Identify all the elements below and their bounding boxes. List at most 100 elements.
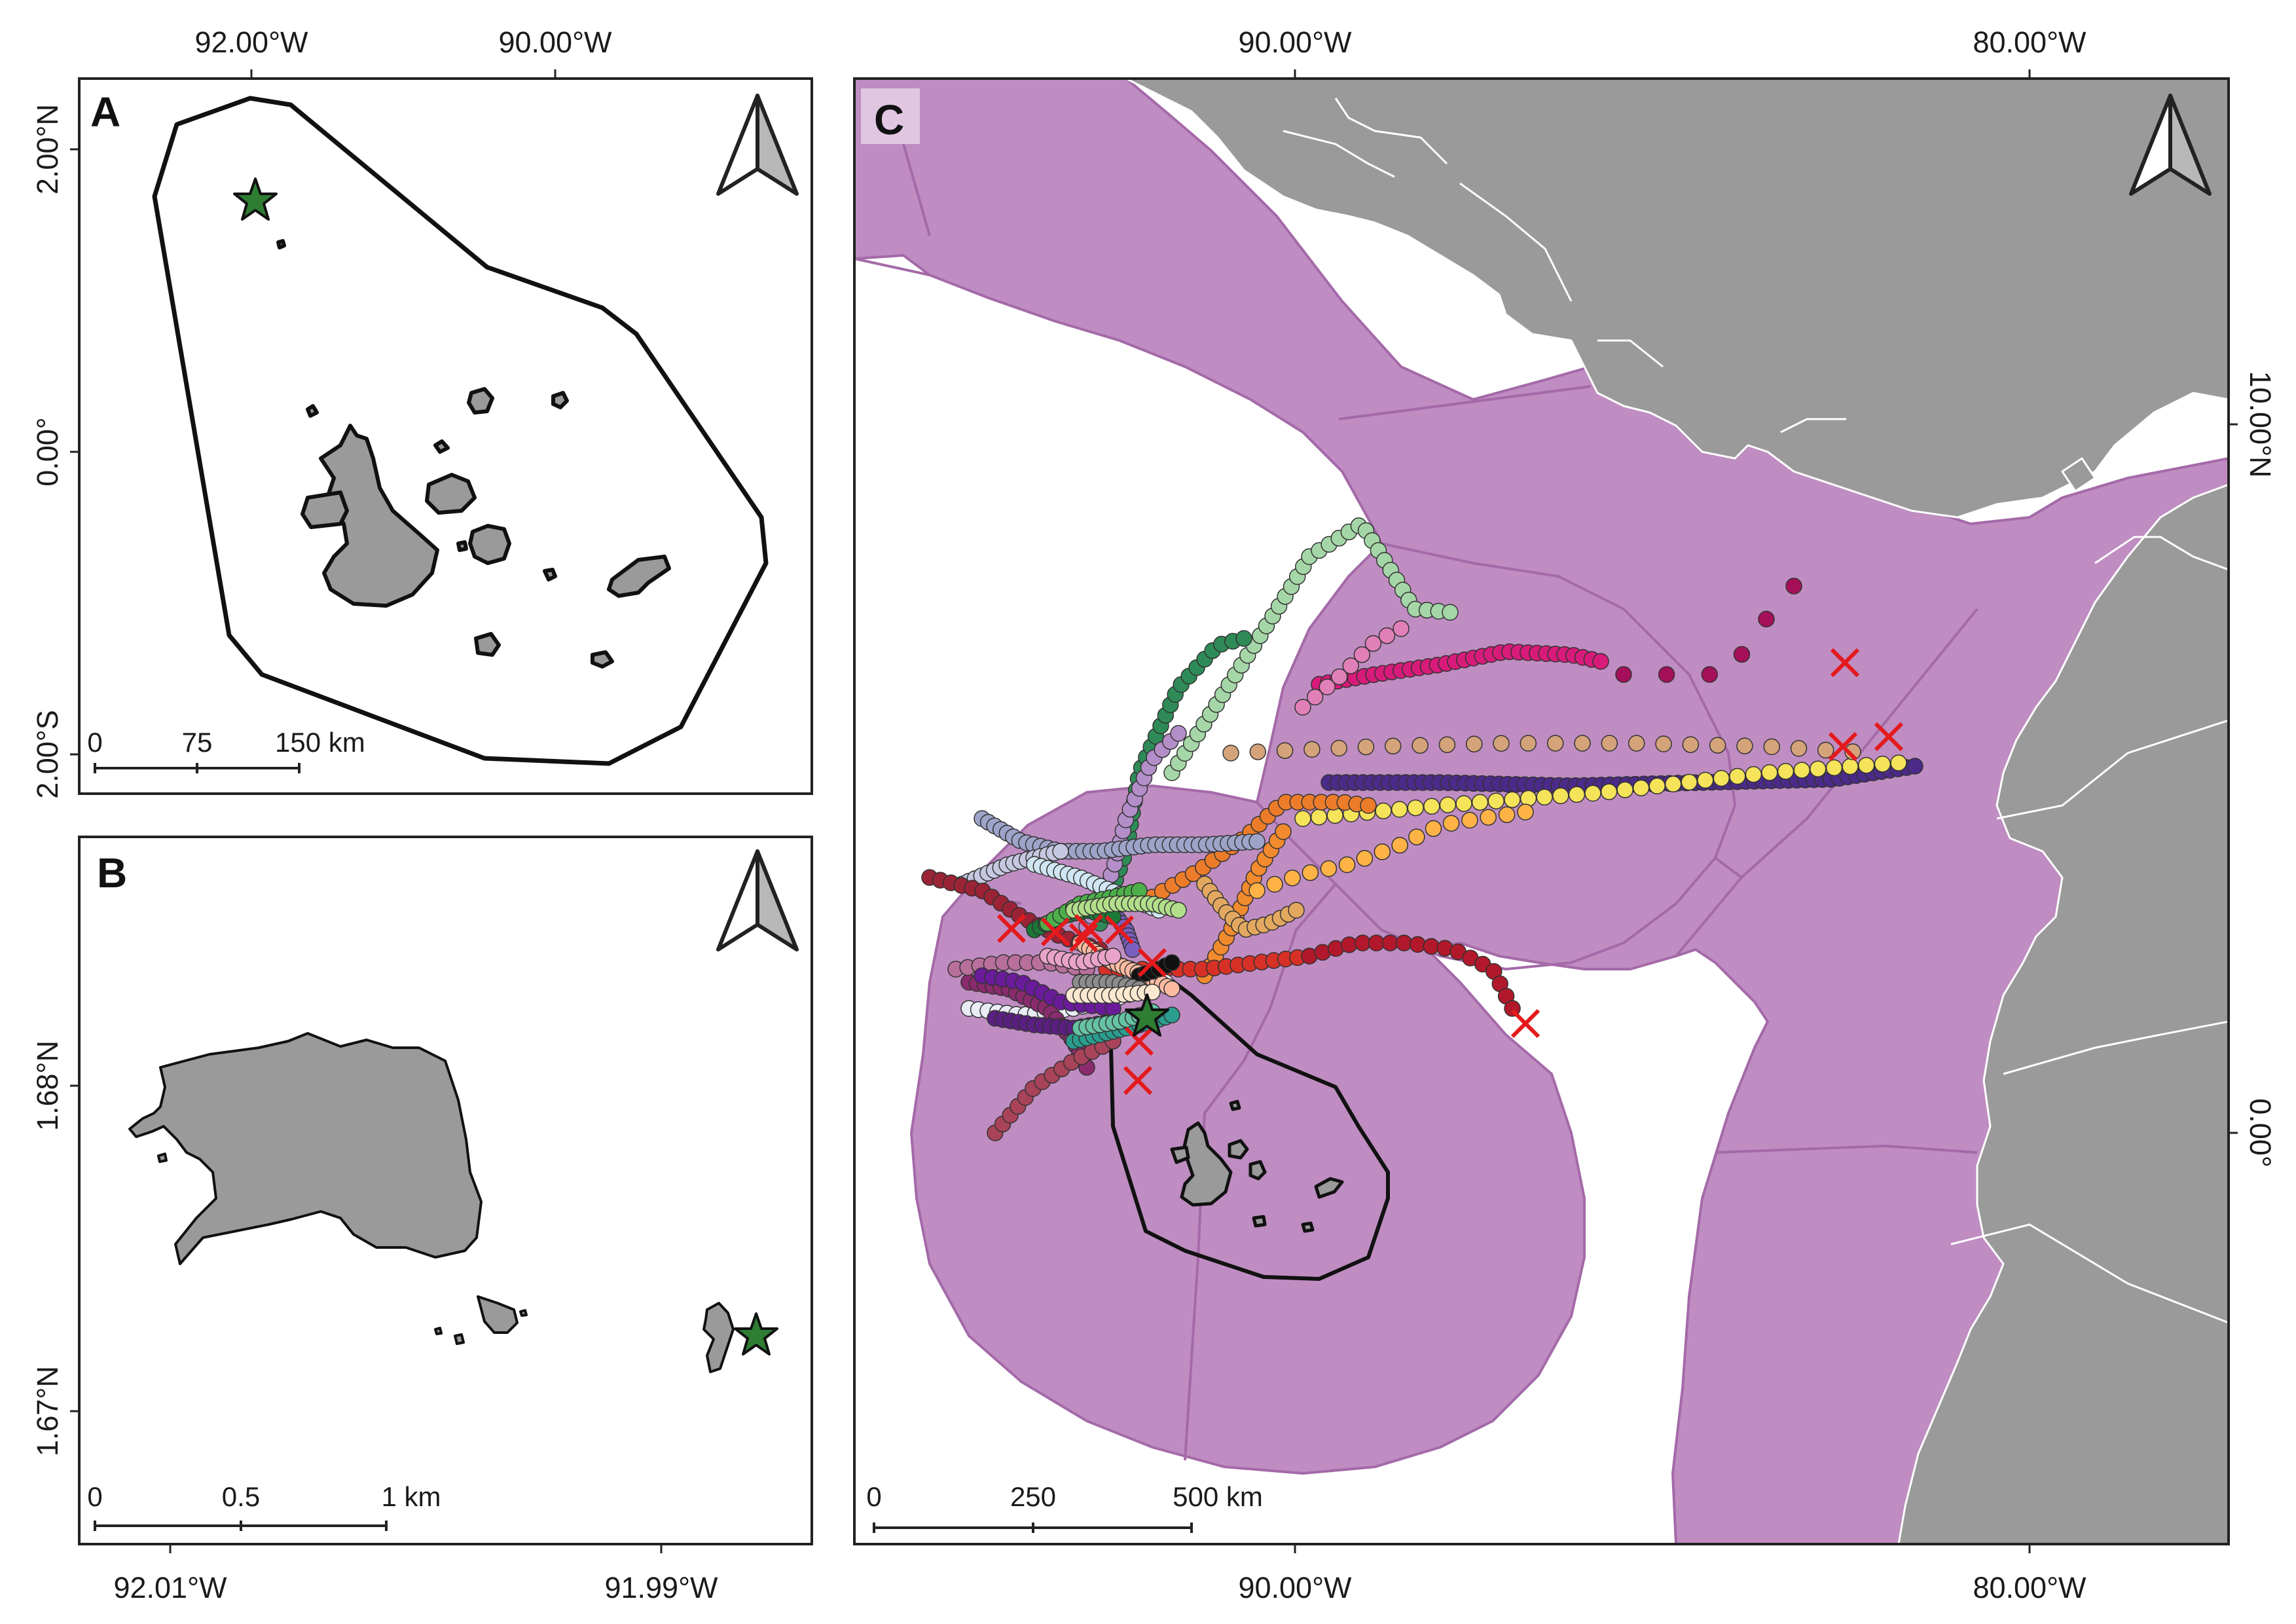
top-tick-label: 90.00°W — [498, 26, 612, 59]
track-point — [1409, 936, 1427, 953]
track-point — [1423, 798, 1440, 815]
track-point — [1248, 882, 1266, 899]
track-points — [921, 517, 1923, 1141]
track-point — [1709, 737, 1726, 754]
track-point — [1163, 980, 1180, 997]
track-point — [1276, 742, 1294, 759]
track-point — [1825, 759, 1843, 777]
left-tick-label: 2.00°N — [31, 104, 64, 194]
track-point — [1442, 604, 1459, 621]
track-point — [1785, 578, 1802, 595]
track-point — [1320, 860, 1338, 877]
galapagos-reserve-boundary — [1108, 964, 1390, 1281]
track-point — [1310, 808, 1328, 826]
track-point — [1777, 763, 1795, 780]
galapagos-islands — [276, 239, 671, 669]
left-tick-label: 2.00°S — [31, 710, 64, 799]
track-point — [1461, 811, 1478, 829]
scalebar-label: 75 — [182, 727, 213, 758]
right-tick-label: 10.00°N — [2244, 371, 2277, 477]
track-point — [1649, 777, 1666, 795]
track-point — [1163, 954, 1180, 971]
scalebar-label: 0.5 — [222, 1481, 260, 1512]
right-tick-label: 0.00° — [2244, 1098, 2277, 1168]
track-point — [1906, 758, 1923, 775]
track-point — [1407, 799, 1424, 817]
track-point — [1170, 902, 1187, 919]
track-point — [1817, 741, 1834, 759]
track-point — [1844, 743, 1861, 760]
track-point — [1465, 735, 1483, 752]
track-point — [1733, 646, 1751, 663]
track-point — [1664, 775, 1682, 793]
scalebar-c: 0 250 500 km — [866, 1481, 1263, 1533]
track-point — [1425, 820, 1442, 838]
track-point — [1504, 791, 1521, 808]
track-point — [1874, 756, 1891, 773]
track-point — [1592, 653, 1609, 670]
panel-c-frame — [853, 77, 2230, 1545]
track-point — [1761, 764, 1778, 781]
track-point — [1628, 735, 1645, 752]
track-point — [1275, 823, 1292, 840]
track-point — [1493, 735, 1510, 752]
scalebar-label: 0 — [87, 727, 102, 758]
top-tick-label: 80.00°W — [1973, 26, 2086, 59]
track-point — [1793, 762, 1810, 779]
track-point — [1442, 815, 1460, 832]
track-point — [1052, 843, 1069, 860]
track-point — [1249, 743, 1267, 760]
track-point — [1374, 843, 1391, 860]
track-point — [1498, 806, 1516, 823]
eez-boundaries — [902, 143, 1978, 1461]
top-tick-label: 92.00°W — [194, 26, 308, 59]
track-point — [1758, 610, 1775, 628]
track-point — [1302, 864, 1319, 881]
panel-label: C — [874, 96, 904, 143]
left-tick-label: 0.00° — [31, 417, 64, 487]
panel-label: B — [97, 849, 127, 896]
galapagos-reserve-boundary — [152, 96, 769, 766]
track-point — [1284, 869, 1301, 887]
track-point — [1471, 794, 1489, 811]
track-point — [1520, 790, 1537, 807]
track-point — [1338, 856, 1356, 874]
track-point — [1632, 779, 1650, 796]
galapagos-islands — [1170, 1099, 1344, 1233]
track-point — [1222, 745, 1239, 762]
track-point — [1288, 902, 1305, 919]
track-point — [1890, 754, 1907, 771]
track-point — [1616, 781, 1633, 798]
bottom-tick-label: 90.00°W — [1238, 1571, 1352, 1604]
track-point — [1681, 773, 1698, 791]
track-point — [1736, 737, 1753, 754]
track-point — [1266, 876, 1283, 893]
bottom-tick-label: 91.99°W — [604, 1571, 718, 1604]
track-point — [1353, 646, 1371, 663]
track-point — [1455, 795, 1472, 812]
track-point — [1294, 810, 1311, 827]
track-point — [1487, 792, 1504, 809]
track-point — [1480, 809, 1497, 826]
track-point — [1763, 738, 1780, 756]
track-point — [1697, 771, 1714, 789]
track-point — [1170, 725, 1187, 742]
islet-shapes — [128, 1032, 735, 1373]
track-point — [1104, 948, 1121, 965]
track-point — [1729, 767, 1746, 785]
track-point — [1517, 803, 1534, 821]
track-point — [1842, 758, 1859, 775]
track-point — [1319, 678, 1336, 695]
track-point — [1552, 787, 1569, 805]
panel-a-frame — [78, 77, 813, 795]
track-point — [1600, 783, 1618, 800]
track-point — [1713, 769, 1730, 787]
scalebar-label: 1 km — [381, 1481, 441, 1512]
panel-label: A — [90, 88, 120, 136]
scalebar-b: 0 0.5 1 km — [87, 1481, 441, 1531]
track-point — [1601, 735, 1618, 752]
track-point — [1303, 741, 1321, 758]
track-point — [1520, 735, 1537, 752]
track-point — [1682, 736, 1700, 753]
